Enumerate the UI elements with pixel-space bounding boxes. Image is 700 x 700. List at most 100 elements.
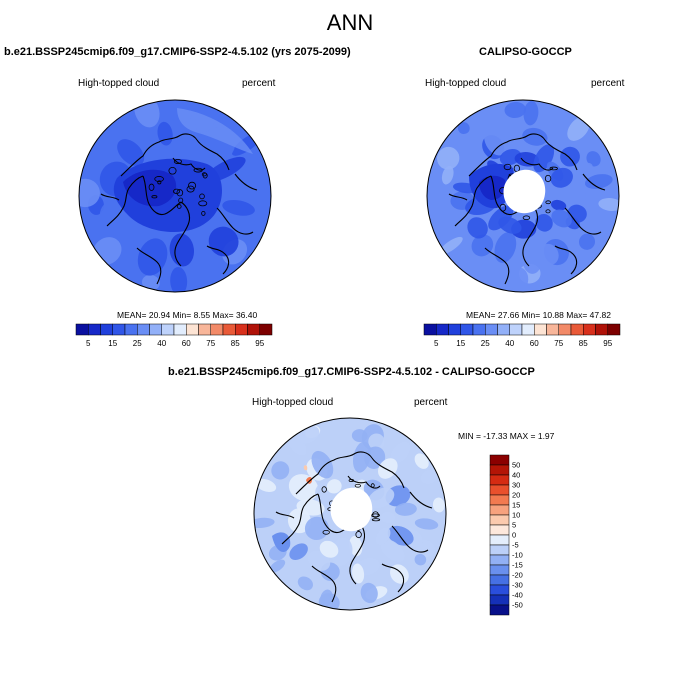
panel3-colorbar-box	[489, 574, 510, 586]
panel1-colorbar-box	[100, 323, 113, 336]
panel2-colorbar-box	[558, 323, 572, 336]
island-outline	[173, 188, 180, 194]
contour-patch	[269, 559, 286, 573]
contour-patch	[485, 267, 500, 280]
island-outline	[168, 166, 177, 175]
coastline	[371, 457, 405, 489]
map-border-circle	[253, 417, 447, 611]
island-outline	[201, 172, 207, 177]
panel2-variable-label: High-topped cloud	[425, 78, 507, 89]
panel3-colorbar-tick-label: -30	[512, 581, 523, 590]
panel3-colorbar-tick-label: 0	[512, 531, 516, 540]
panel2-colorbar-box	[460, 323, 474, 336]
contour-patch	[586, 151, 601, 167]
contour-patch	[79, 178, 100, 208]
panel1-title: b.e21.BSSP245cmip6.f09_g17.CMIP6-SSP2-4.…	[4, 46, 351, 58]
panel2-colorbar-tick-label: 75	[554, 339, 563, 348]
coastline	[174, 201, 191, 267]
panel1-stats: MEAN= 20.94 Min= 8.55 Max= 36.40	[117, 310, 257, 320]
contour-patch	[271, 461, 290, 480]
contour-patch	[441, 165, 454, 185]
panel3-title: b.e21.BSSP245cmip6.f09_g17.CMIP6-SSP2-4.…	[168, 366, 535, 378]
panel1-colorbar-box	[247, 323, 260, 336]
panel2-colorbar-tick-label: 85	[579, 339, 588, 348]
panel1-colorbar-tick-label: 5	[86, 339, 91, 348]
panel1-map-field	[79, 100, 271, 292]
island-outline	[188, 181, 197, 190]
light-band	[177, 108, 253, 154]
panel1-max-value: 36.40	[235, 310, 258, 320]
panel2-max-value: 47.82	[589, 310, 611, 320]
contour-patch	[368, 433, 385, 450]
island-outline	[201, 210, 206, 216]
panel2-colorbar-box	[595, 323, 608, 336]
panel1-units-label: percent	[242, 78, 276, 89]
panel2-mean-value: 27.66	[497, 310, 520, 320]
contour-patch	[387, 525, 414, 546]
panel3-stats: MIN = -17.33 MAX = 1.97	[458, 431, 555, 441]
coastline	[448, 193, 468, 201]
island-outline	[545, 200, 551, 205]
contour-patch	[352, 563, 365, 584]
island-outline	[173, 159, 182, 164]
contour-patch	[457, 122, 470, 135]
panel2-colorbar-box	[570, 323, 584, 336]
contour-patch	[287, 433, 307, 456]
panel2-colorbar-box	[534, 323, 547, 336]
panel1-colorbar-box	[186, 323, 199, 336]
contour-patch	[254, 517, 275, 529]
panel3-colorbar-box	[489, 484, 510, 496]
panel3-units-label: percent	[414, 397, 448, 408]
panel2-colorbar-box	[546, 323, 559, 336]
positive-anomaly-patch	[306, 477, 312, 484]
contour-patch	[255, 478, 277, 492]
panel3-map-field	[254, 418, 446, 610]
panel3-colorbar-tick-label: 15	[512, 501, 520, 510]
contour-patch	[437, 216, 465, 239]
coastline	[468, 133, 546, 177]
panel3-colorbar-box	[489, 584, 510, 596]
island-outline	[186, 185, 195, 193]
panel2-polar-map	[426, 99, 620, 293]
negative-anomaly-patch	[272, 532, 291, 552]
panel2-colorbar-box	[423, 323, 437, 336]
panel1-colorbar-box	[198, 323, 211, 336]
panel2-colorbar-tick-label: 95	[603, 339, 612, 348]
contour-patch	[304, 516, 329, 540]
panel2-min-label: Min=	[521, 310, 541, 320]
panel2-colorbar-tick-label: 60	[530, 339, 539, 348]
coastline	[520, 157, 554, 171]
contour-patch	[380, 539, 405, 563]
contour-patch	[297, 576, 313, 591]
coastline	[522, 201, 539, 267]
panel2-title: CALIPSO-GOCCP	[479, 46, 572, 58]
contour-patch	[311, 450, 334, 479]
contour-patch	[484, 126, 507, 156]
island-outline	[176, 204, 182, 209]
island-outline	[178, 197, 184, 204]
island-outline	[371, 513, 380, 518]
panel1-colorbar-box	[210, 323, 224, 336]
panel1-colorbar-box	[124, 323, 138, 336]
panel1-colorbar-tick-label: 75	[206, 339, 215, 348]
panel1-colorbar-tick-label: 85	[231, 339, 240, 348]
contour-patch	[504, 101, 527, 118]
island-outline	[499, 203, 507, 212]
panel2-stats: MEAN= 27.66 Min= 10.88 Max= 47.82	[466, 310, 611, 320]
contour-patch	[598, 198, 619, 211]
contour-patch	[539, 243, 559, 265]
island-outline	[371, 518, 381, 522]
contour-patch	[420, 469, 439, 485]
island-outline	[322, 529, 330, 535]
coastline	[106, 175, 144, 227]
contour-patch	[414, 553, 427, 566]
contour-patch	[157, 121, 173, 146]
island-outline	[544, 174, 552, 183]
island-outline	[157, 180, 162, 185]
map-border-circle	[78, 99, 272, 293]
contour-patch	[296, 499, 325, 516]
coastline	[311, 565, 337, 603]
panel2-colorbar-box	[436, 323, 449, 336]
panel1-colorbar-tick-label: 95	[255, 339, 264, 348]
